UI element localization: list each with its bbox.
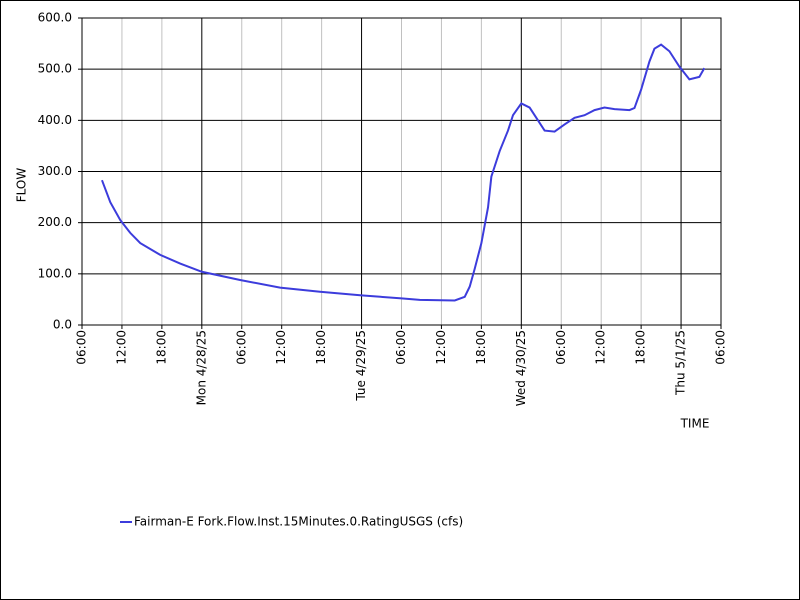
x-tick-label: Thu 5/1/25 bbox=[674, 330, 688, 396]
x-tick-label: 06:00 bbox=[714, 330, 728, 365]
y-tick-label: 300.0 bbox=[38, 164, 72, 178]
x-tick-label: Wed 4/30/25 bbox=[514, 330, 528, 406]
x-tick-label: 12:00 bbox=[274, 330, 288, 365]
x-tick-label: 06:00 bbox=[394, 330, 408, 365]
x-tick-label: 12:00 bbox=[434, 330, 448, 365]
plot-area bbox=[81, 17, 722, 326]
y-tick-label: 500.0 bbox=[38, 62, 72, 76]
x-tick-label: 18:00 bbox=[314, 330, 328, 365]
x-tick-label: 18:00 bbox=[154, 330, 168, 365]
x-tick-label: Tue 4/29/25 bbox=[354, 330, 368, 402]
y-tick-label: 200.0 bbox=[38, 215, 72, 229]
x-tick-label: 18:00 bbox=[634, 330, 648, 365]
x-tick-label: 12:00 bbox=[114, 330, 128, 365]
y-tick-label: 100.0 bbox=[38, 266, 72, 280]
x-tick-label: 06:00 bbox=[234, 330, 248, 365]
x-tick-label: 18:00 bbox=[474, 330, 488, 365]
x-tick-label: Mon 4/28/25 bbox=[194, 330, 208, 405]
data-line bbox=[101, 43, 706, 302]
y-tick-label: 600.0 bbox=[38, 11, 72, 25]
x-tick-label: 12:00 bbox=[594, 330, 608, 365]
y-tick-label: 400.0 bbox=[38, 113, 72, 127]
x-axis-label: TIME bbox=[680, 417, 710, 431]
x-tick-label: 06:00 bbox=[554, 330, 568, 365]
y-tick-label: 0.0 bbox=[53, 318, 72, 332]
y-axis-label: FLOW bbox=[15, 168, 29, 203]
legend-label: Fairman-E Fork.Flow.Inst.15Minutes.0.Rat… bbox=[134, 515, 463, 529]
x-tick-label: 06:00 bbox=[75, 330, 89, 365]
